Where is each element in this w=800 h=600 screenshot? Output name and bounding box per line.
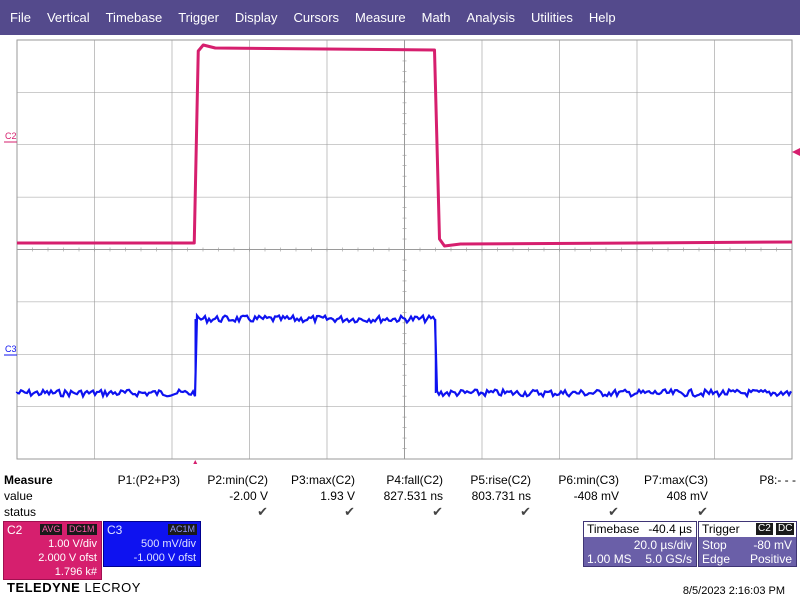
measure-name-cell[interactable]: P6:min(C3) [558,473,619,487]
measure-status-cell[interactable]: ✔ [257,504,268,519]
trigger-type: Edge [702,552,731,566]
timebase-delay: -40.4 µs [648,522,692,536]
trigger-coupling-badge: DC [776,523,795,535]
brand-logo: TELEDYNE LECROY [7,580,141,595]
measure-row-status: status ✔ ✔ ✔ ✔ ✔ ✔ [0,504,800,520]
oscilloscope-display[interactable]: C2 C3 [0,35,800,464]
measure-status-cell[interactable]: ✔ [608,504,619,519]
measure-value-cell[interactable]: 1.93 V [320,489,355,503]
brand-light: LECROY [84,580,141,595]
measure-status-cell[interactable]: ✔ [344,504,355,519]
menu-item-utilities[interactable]: Utilities [530,10,573,25]
menu-item-analysis[interactable]: Analysis [466,10,515,25]
menu-bar: File Vertical Timebase Trigger Display Cursor… [0,0,800,35]
menu-item-measure[interactable]: Measure [355,10,406,25]
measure-value-cell[interactable]: 408 mV [666,489,708,503]
trigger-mode: Stop [702,538,727,552]
measure-name-cell[interactable]: P7:max(C3) [643,473,708,487]
menu-item-trigger[interactable]: Trigger [178,10,219,25]
measure-value-cell[interactable]: 803.731 ns [471,489,531,503]
c2-offset: 2.000 V ofst [38,552,97,564]
c2-avg-count: 1.796 k# [54,566,97,578]
timebase-per-div: 20.0 µs/div [633,538,692,552]
menu-item-display[interactable]: Display [234,10,278,25]
measure-row-label: value [4,489,33,503]
measure-value-cell[interactable]: -2.00 V [229,489,268,503]
measure-row-label: Measure [4,473,53,487]
timebase-descriptor[interactable]: Timebase -40.4 µs 20.0 µs/div 1.00 MS 5.… [583,521,697,567]
waveform-grid: C2 C3 [4,39,800,464]
brand-bold: TELEDYNE [7,580,81,595]
measure-row-label: status [4,505,37,519]
menu-item-timebase[interactable]: Timebase [105,10,163,25]
measure-name-cell[interactable]: P5:rise(C2) [470,473,531,487]
c2-waveform [17,43,793,248]
timebase-header: Timebase -40.4 µs [584,522,696,537]
measure-name-cell[interactable]: P2:min(C2) [207,473,268,487]
measure-status-cell[interactable]: ✔ [520,504,531,519]
measure-value-cell[interactable]: 827.531 ns [383,489,443,503]
c2-avg-tag: AVG [40,524,63,535]
measure-name-cell[interactable]: P3:max(C2) [290,473,355,487]
measure-name-cell[interactable]: P1:(P2+P3) [117,473,180,487]
measure-status-cell[interactable]: ✔ [432,504,443,519]
c2-channel-label: C2 [5,131,17,141]
c3-waveform [15,312,792,400]
c3-vdiv: 500 mV/div [140,538,196,550]
trigger-descriptor[interactable]: Trigger C2 DC Stop -80 mV Edge Positive [698,521,797,567]
measure-name-cell[interactable]: P4:fall(C2) [386,473,443,487]
c2-avg-count-row: 1.796 k# [3,566,102,580]
timebase-samples: 1.00 MS [587,552,632,566]
menu-item-file[interactable]: File [10,10,31,25]
measure-value-cell[interactable]: -408 mV [573,489,619,503]
trigger-source-badge: C2 [756,523,773,535]
measure-status-cell[interactable]: ✔ [697,504,708,519]
trigger-slope: Positive [749,552,792,566]
timebase-sample-rate: 5.0 GS/s [645,552,692,566]
c2-vdiv: 1.00 V/div [48,538,97,550]
c2-coupling-tag: DC1M [67,524,97,535]
trigger-level-marker [792,148,800,156]
trigger-label: Trigger [702,522,740,536]
channel-c2-descriptor[interactable]: C2 AVG DC1M 1.00 V/div 2.000 V ofst [3,521,102,567]
trigger-level: -80 mV [753,538,792,552]
channel-c3-descriptor[interactable]: C3 AC1M 500 mV/div -1.000 V ofst [103,521,201,567]
menu-item-cursors[interactable]: Cursors [293,10,340,25]
measure-table[interactable]: Measure P1:(P2+P3) P2:min(C2) P3:max(C2) P4:… [0,472,800,520]
measure-row-name: Measure P1:(P2+P3) P2:min(C2) P3:max(C2) P4:… [0,472,800,488]
c3-coupling-tag: AC1M [168,524,198,535]
menu-item-vertical[interactable]: Vertical [46,10,90,25]
date-time: 8/5/2023 2:16:03 PM [682,585,785,597]
channel-c3-name: C3 [107,523,123,537]
measure-row-value: value -2.00 V 1.93 V 827.531 ns 803.731 ns -4… [0,488,800,504]
timebase-label: Timebase [587,522,640,536]
menu-item-math[interactable]: Math [421,10,451,25]
menu-item-help[interactable]: Help [588,10,616,25]
c3-channel-label: C3 [5,344,17,354]
trigger-position-marker [193,460,198,464]
channel-c2-name: C2 [7,523,23,537]
measure-name-cell[interactable]: P8:- - - [759,473,796,487]
c3-offset: -1.000 V ofst [133,552,196,564]
